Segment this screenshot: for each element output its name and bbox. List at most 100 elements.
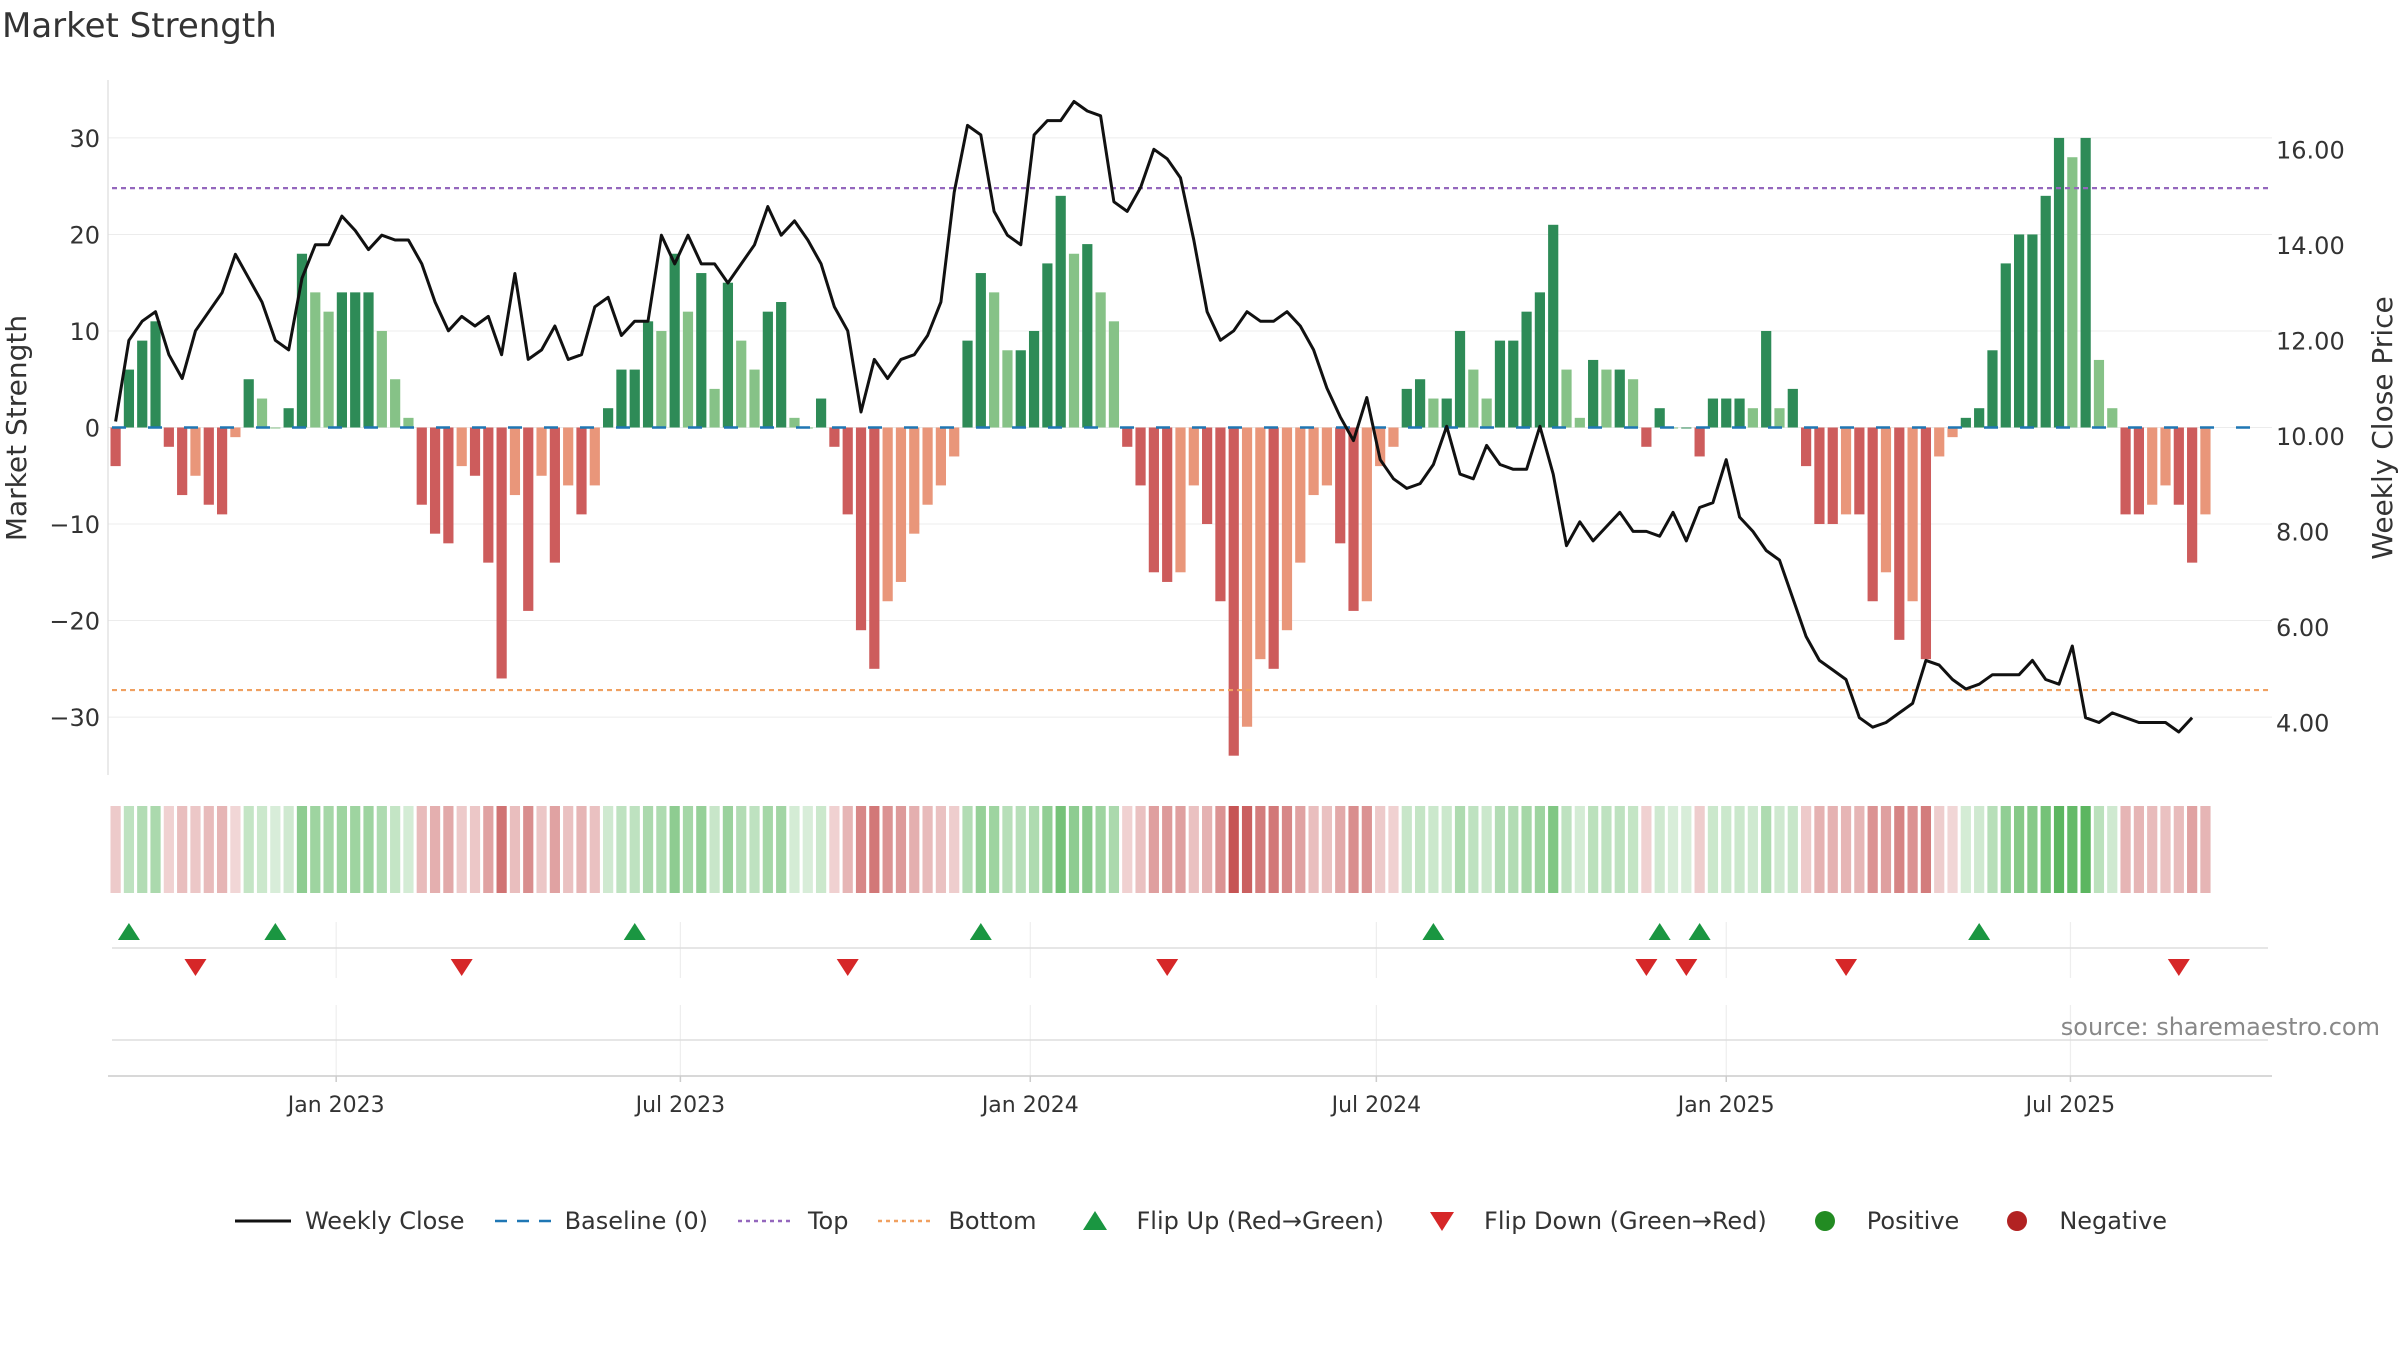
strength-bar — [376, 330, 387, 428]
strength-bar — [1934, 427, 1945, 457]
strength-bar — [2107, 408, 2118, 428]
strength-bar — [1814, 427, 1825, 525]
heat-strip-cell — [1175, 806, 1186, 893]
heat-strip-cell — [1934, 806, 1945, 893]
legend-item-positive[interactable]: Positive — [1795, 1206, 1959, 1236]
strength-bar — [749, 369, 760, 428]
flip-down-marker — [1835, 959, 1858, 976]
x-tick-label: Jan 2024 — [980, 1093, 1079, 1118]
axes: −30 −20 −10 0 10 20 30 4.00 6.00 8.00 10.00 12.00 14… — [49, 80, 2345, 775]
heat-strip-cell — [216, 806, 228, 893]
strength-bar — [2067, 157, 2078, 428]
strength-bar — [975, 273, 986, 428]
strength-bars — [110, 137, 2211, 756]
heat-strip-cell — [1361, 806, 1372, 893]
strength-bar — [2147, 427, 2158, 505]
y2-tick-label: 16.00 — [2276, 136, 2345, 164]
heat-strip-cell — [1281, 806, 1293, 893]
strength-bar — [2133, 427, 2144, 515]
heat-strip-cell — [776, 806, 787, 893]
strength-bar — [1974, 408, 1985, 428]
flip-markers — [112, 923, 2268, 1041]
heat-strip-cell — [1268, 806, 1279, 893]
legend-label-bottom: Bottom — [948, 1207, 1037, 1235]
strength-bar — [1348, 427, 1359, 611]
legend-item-bottom[interactable]: Bottom — [876, 1206, 1037, 1236]
source-note: source: sharemaestro.com — [2060, 1013, 2380, 1041]
strength-bar — [1774, 408, 1785, 428]
legend: Weekly Close Baseline (0) Top Bottom Fli… — [0, 1206, 2400, 1236]
heat-strip-cell — [589, 806, 600, 893]
strength-bar — [989, 292, 1000, 428]
heat-strip-cell — [2027, 806, 2038, 893]
heat-strip-cell — [2093, 806, 2105, 893]
strength-bar — [629, 369, 640, 428]
strength-bar — [110, 427, 121, 467]
flip-up-triangle-icon — [1082, 1211, 1107, 1230]
heat-strip-cell — [1002, 806, 1013, 893]
heat-strip-cell — [203, 806, 214, 893]
y-tick-label: 0 — [85, 415, 100, 443]
strength-bar — [1627, 379, 1639, 428]
y-axis-label: Market Strength — [0, 315, 33, 541]
strength-bar — [1295, 427, 1306, 563]
strength-bar — [1534, 292, 1545, 428]
x-tick-label: Jul 2023 — [634, 1093, 726, 1118]
flip-down-marker — [2167, 959, 2190, 976]
legend-item-flip-up[interactable]: Flip Up (Red→Green) — [1065, 1206, 1385, 1236]
strength-bar — [762, 311, 773, 428]
legend-label-flip-up: Flip Up (Red→Green) — [1136, 1207, 1385, 1235]
legend-item-negative[interactable]: Negative — [1987, 1206, 2167, 1236]
heat-strip-cell — [1787, 806, 1798, 893]
legend-item-weekly-close[interactable]: Weekly Close — [233, 1206, 465, 1236]
heat-strip-cell — [989, 806, 1000, 893]
heat-strip-cell — [1734, 806, 1745, 893]
strength-bar — [2187, 427, 2198, 563]
heat-strip-cell — [895, 806, 907, 893]
heat-strip-cell — [390, 806, 401, 893]
heat-strip-cell — [2187, 806, 2198, 893]
strength-bar — [496, 427, 507, 679]
heat-strip-cell — [1894, 806, 1905, 893]
strength-bar — [2013, 234, 2025, 428]
strength-bar — [869, 427, 880, 669]
heat-strip-cell — [1747, 806, 1758, 893]
heat-strip-cell — [909, 806, 920, 893]
flip-down-marker — [1675, 959, 1698, 976]
legend-item-flip-down[interactable]: Flip Down (Green→Red) — [1412, 1206, 1767, 1236]
heat-strip-cell — [270, 806, 281, 893]
heat-strip-cell — [443, 806, 454, 893]
strength-bar — [163, 427, 174, 447]
strength-bar — [323, 311, 334, 428]
heat-strip-cell — [935, 806, 946, 893]
heat-strip-cell — [177, 806, 188, 893]
strength-bar — [1614, 369, 1625, 428]
heat-strip-cell — [1162, 806, 1173, 893]
heat-strip-cell — [163, 806, 174, 893]
strength-bar — [1228, 427, 1239, 756]
strength-bar — [1308, 427, 1319, 496]
strength-bar — [1987, 350, 1998, 428]
strength-bar — [1335, 427, 1346, 544]
strength-bar — [789, 417, 800, 428]
heat-strip-cell — [283, 806, 294, 893]
strength-bar — [177, 427, 188, 496]
strength-bar — [1681, 427, 1692, 429]
strength-bar — [1028, 330, 1040, 428]
strength-bar — [1747, 408, 1758, 428]
flip-down-marker — [1635, 959, 1658, 976]
heat-strip-cell — [656, 806, 667, 893]
heat-strip-cell — [1401, 806, 1412, 893]
x-tick-label: Jul 2025 — [2024, 1093, 2116, 1118]
strength-bar — [935, 427, 946, 486]
positive-dot-icon — [1814, 1211, 1835, 1231]
strength-bar — [1122, 427, 1133, 447]
legend-item-top[interactable]: Top — [736, 1206, 848, 1236]
heat-strip-cell — [2000, 806, 2011, 893]
heat-strip-cell — [2013, 806, 2025, 893]
heat-strip-cell — [1228, 806, 1239, 893]
legend-item-baseline[interactable]: Baseline (0) — [493, 1206, 708, 1236]
legend-label-baseline: Baseline (0) — [564, 1207, 708, 1235]
strength-bar — [1721, 398, 1732, 428]
strength-bar — [736, 340, 747, 428]
